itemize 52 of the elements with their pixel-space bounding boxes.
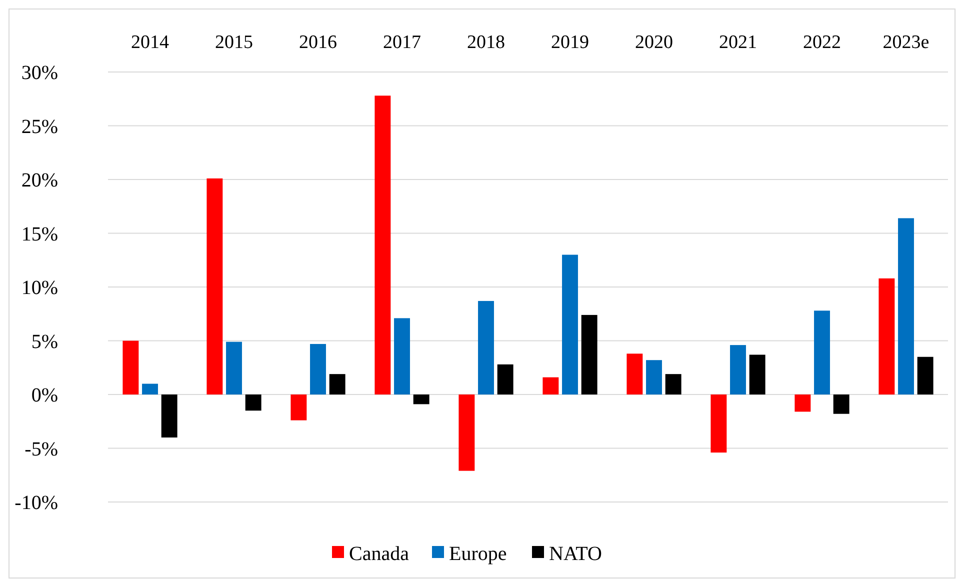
- bar: [898, 218, 914, 394]
- bar: [226, 342, 242, 394]
- bar: [542, 377, 559, 394]
- bar: [814, 310, 830, 394]
- y-tick-label: 15%: [21, 223, 58, 246]
- bar: [749, 354, 766, 394]
- legend-label: Canada: [349, 543, 410, 565]
- y-tick-label: 20%: [21, 170, 58, 192]
- y-tick-label: 10%: [21, 277, 58, 299]
- y-tick-label: 5%: [31, 330, 58, 353]
- bar: [374, 96, 391, 394]
- bar: [329, 374, 346, 394]
- bar: [458, 394, 475, 471]
- bar: [206, 178, 223, 394]
- y-tick-label: 30%: [21, 62, 58, 84]
- bar: [497, 364, 514, 394]
- bar: [245, 394, 262, 411]
- bar: [710, 394, 727, 453]
- bar: [665, 374, 682, 394]
- bar: [290, 394, 307, 420]
- bar: [310, 344, 326, 394]
- x-tick-label: 2015: [215, 32, 253, 53]
- x-tick-label: 2014: [131, 32, 170, 53]
- x-tick-label: 2022: [803, 32, 841, 53]
- bar: [142, 384, 158, 394]
- x-tick-label: 2019: [551, 32, 589, 53]
- x-tick-label: 2021: [719, 32, 757, 53]
- y-tick-label: 0%: [31, 384, 58, 406]
- bar: [581, 314, 598, 394]
- y-tick-label: -10%: [14, 492, 58, 514]
- bar: [833, 394, 850, 414]
- bar: [878, 278, 895, 394]
- bar: [626, 354, 643, 394]
- x-tick-label: 2017: [383, 32, 421, 53]
- y-tick-label: -5%: [24, 438, 58, 460]
- y-tick-label: 25%: [21, 116, 58, 138]
- bar: [161, 394, 178, 438]
- x-tick-label: 2016: [299, 32, 337, 53]
- bar: [646, 360, 662, 394]
- x-tick-label: 2020: [635, 32, 673, 53]
- bar: [562, 254, 578, 394]
- bar: [794, 394, 811, 412]
- legend-label: Europe: [449, 543, 507, 565]
- legend-label: NATO: [549, 543, 602, 565]
- bar: [730, 345, 746, 394]
- x-tick-label: 2018: [467, 32, 505, 53]
- bar: [917, 356, 934, 394]
- bar: [394, 318, 410, 394]
- bar: [478, 300, 494, 394]
- x-tick-label: 2023e: [882, 32, 930, 53]
- bar: [413, 394, 430, 404]
- bar: [122, 340, 139, 394]
